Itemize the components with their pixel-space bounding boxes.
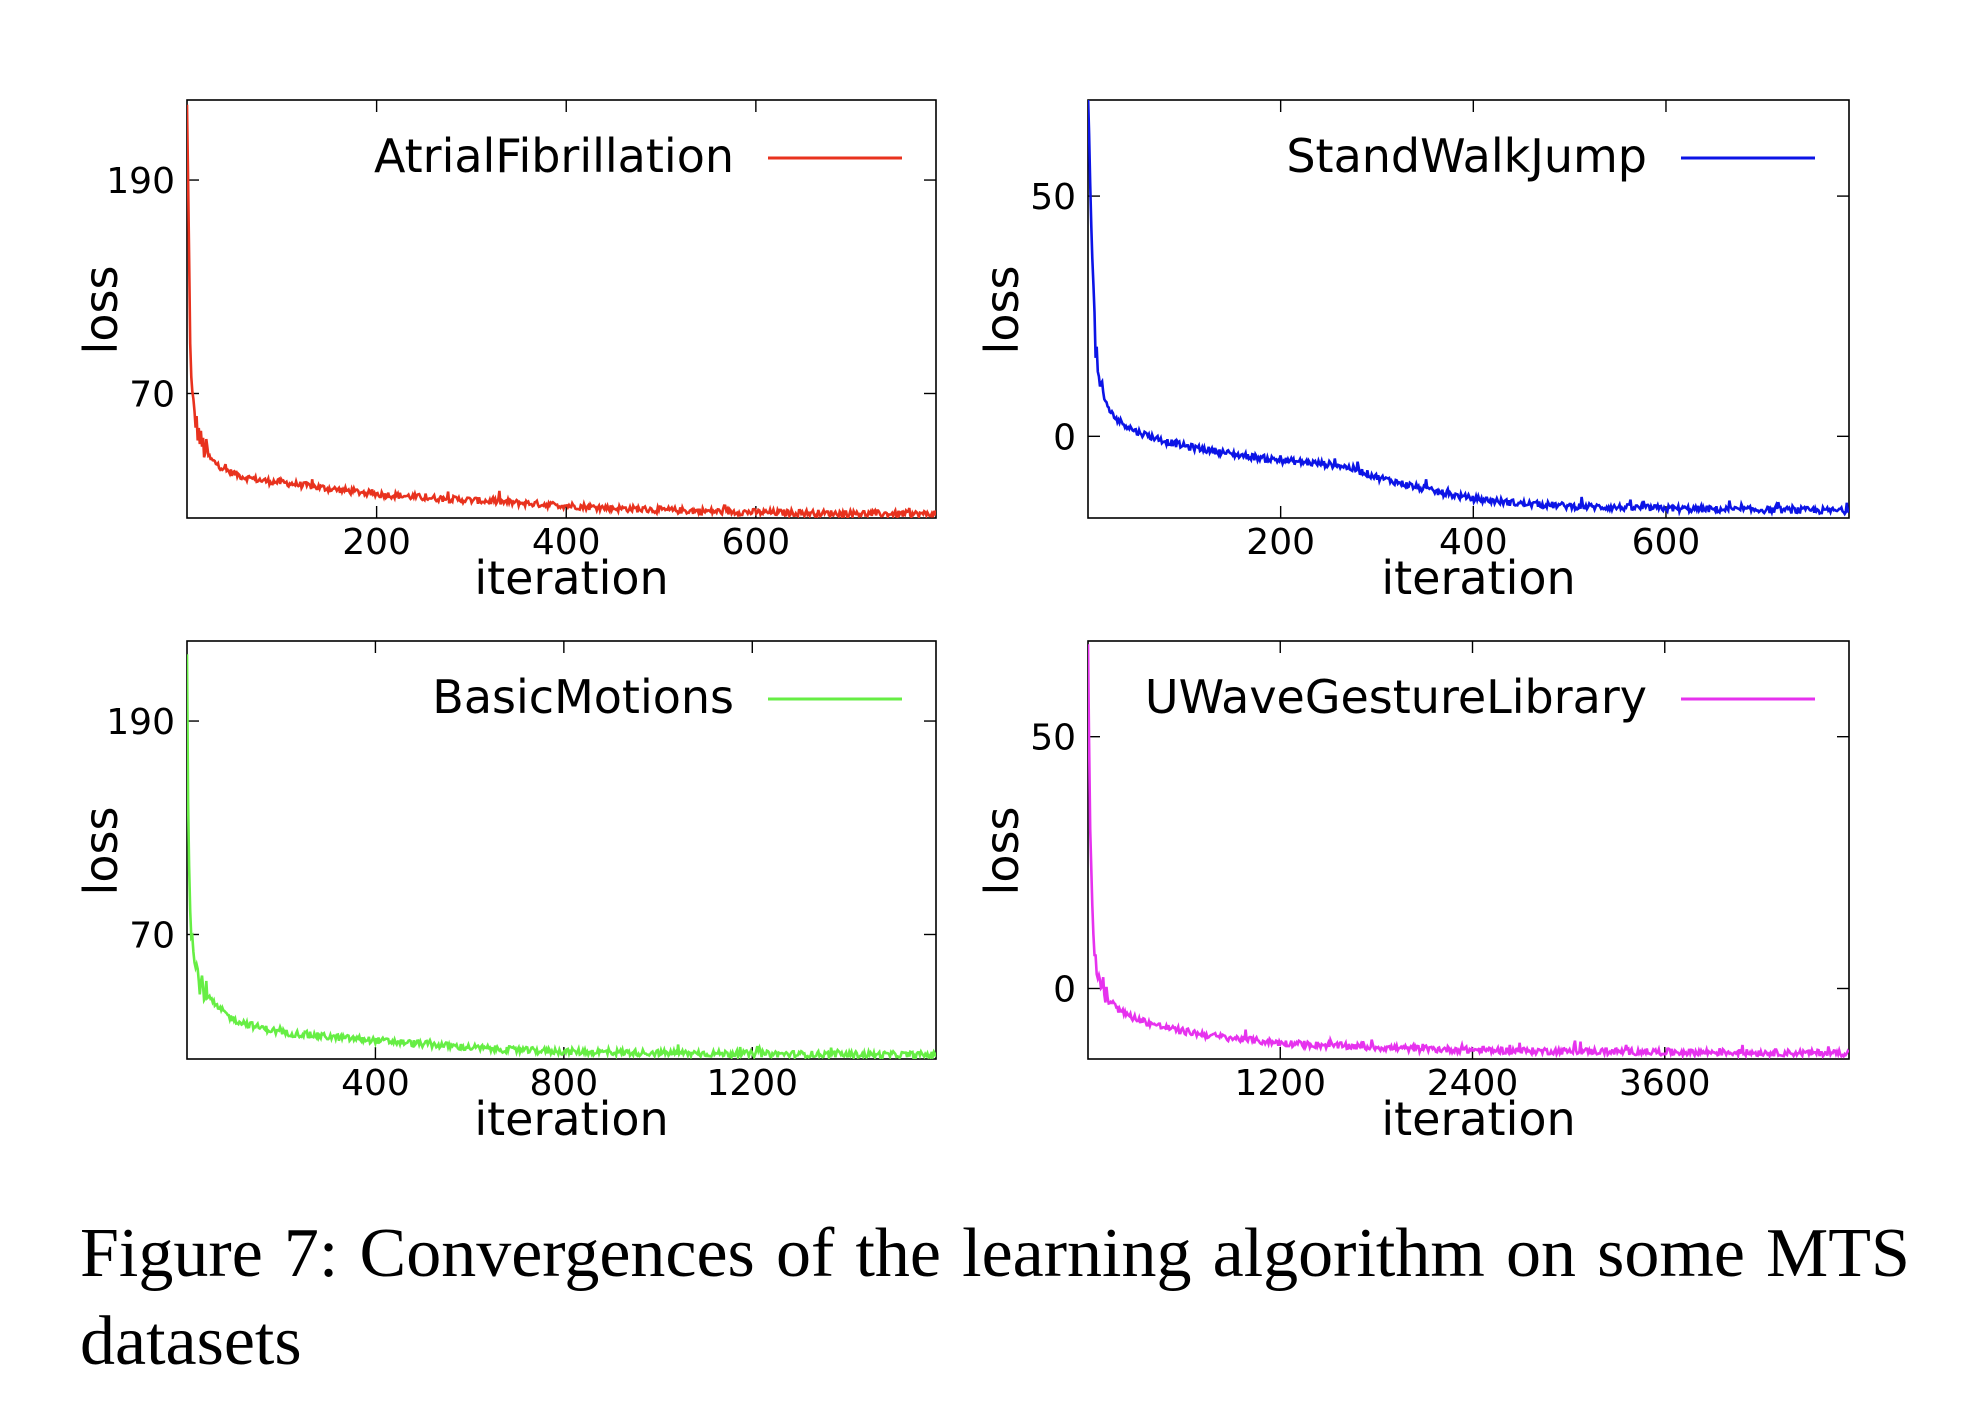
plot-frame	[1087, 99, 1850, 519]
x-tick-label: 600	[722, 522, 791, 563]
y-tick-label: 50	[1030, 177, 1076, 218]
legend-label: BasicMotions	[432, 670, 734, 724]
chart-panel-3: 400 800 1200 70 190 iteration loss BasicMotions	[74, 640, 937, 1146]
y-tick-label: 70	[129, 374, 175, 415]
figure-caption: Figure 7: Convergences of the learning a…	[80, 1210, 1910, 1386]
y-axis-label: loss	[975, 807, 1029, 896]
x-tick-label: 200	[1246, 522, 1315, 563]
x-axis-label: iteration	[1381, 1092, 1575, 1146]
x-tick-label: 1200	[706, 1063, 798, 1104]
series-line-UWaveGestureLibrary	[1088, 644, 1849, 1059]
y-tick-label: 190	[106, 702, 175, 743]
caption-text: Convergences of the learning algorithm o…	[80, 1215, 1910, 1380]
x-tick-label: 800	[529, 1063, 598, 1104]
plot-frame	[1087, 640, 1850, 1060]
series-line-StandWalkJump	[1088, 100, 1849, 517]
x-tick-label: 600	[1632, 522, 1701, 563]
plot-frame	[186, 640, 937, 1060]
series-line-AtrialFibrillation	[187, 104, 936, 518]
y-axis-label: loss	[975, 266, 1029, 355]
y-axis-label: loss	[74, 807, 128, 896]
legend-label: UWaveGestureLibrary	[1145, 670, 1647, 724]
chart-panel-4: 1200 2400 3600 0 50 iteration loss UWaveGesture…	[975, 640, 1850, 1146]
x-tick-label: 400	[532, 522, 601, 563]
plot-frame	[186, 99, 937, 519]
chart-panel-1: 200 400 600 70 190 iteration loss AtrialFibrill…	[74, 99, 937, 605]
x-axis-label: iteration	[474, 1092, 668, 1146]
x-tick-label: 2400	[1427, 1063, 1519, 1104]
legend-label: StandWalkJump	[1286, 129, 1647, 183]
x-tick-label: 400	[1439, 522, 1508, 563]
y-tick-label: 0	[1053, 417, 1076, 458]
chart-panel-2: 200 400 600 0 50 iteration loss StandWalkJump	[975, 99, 1850, 605]
y-tick-label: 70	[129, 915, 175, 956]
y-axis-label: loss	[74, 266, 128, 355]
caption-label: Figure 7:	[80, 1215, 339, 1292]
series-line-BasicMotions	[187, 654, 936, 1059]
x-axis-label: iteration	[474, 551, 668, 605]
x-tick-label: 1200	[1234, 1063, 1326, 1104]
x-tick-label: 400	[341, 1063, 410, 1104]
x-axis-label: iteration	[1381, 551, 1575, 605]
figure-panels: 200 400 600 70 190 iteration loss AtrialFibrill…	[74, 99, 1850, 1146]
x-tick-label: 3600	[1619, 1063, 1711, 1104]
y-tick-label: 190	[106, 161, 175, 202]
y-tick-label: 50	[1030, 718, 1076, 759]
y-tick-label: 0	[1053, 969, 1076, 1010]
legend-label: AtrialFibrillation	[374, 129, 734, 183]
x-tick-label: 200	[342, 522, 411, 563]
